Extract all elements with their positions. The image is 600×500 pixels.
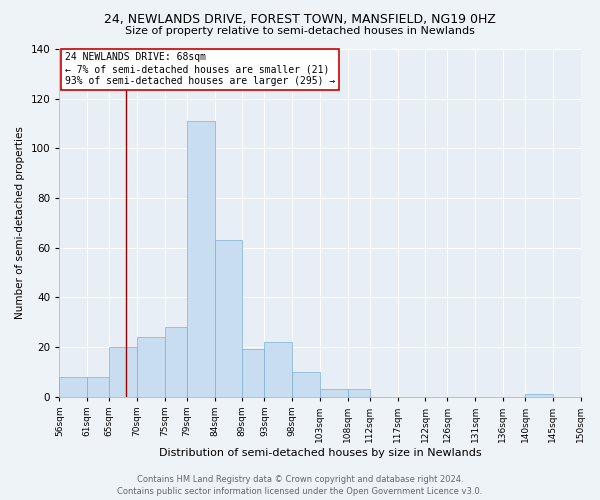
Bar bbox=[525, 394, 553, 396]
Bar bbox=[109, 347, 137, 397]
Bar bbox=[137, 337, 164, 396]
Bar bbox=[87, 376, 109, 396]
Bar bbox=[164, 327, 187, 396]
Bar bbox=[292, 372, 320, 396]
Bar bbox=[187, 121, 215, 396]
Text: 24, NEWLANDS DRIVE, FOREST TOWN, MANSFIELD, NG19 0HZ: 24, NEWLANDS DRIVE, FOREST TOWN, MANSFIE… bbox=[104, 12, 496, 26]
Bar bbox=[347, 389, 370, 396]
X-axis label: Distribution of semi-detached houses by size in Newlands: Distribution of semi-detached houses by … bbox=[158, 448, 481, 458]
Text: Size of property relative to semi-detached houses in Newlands: Size of property relative to semi-detach… bbox=[125, 26, 475, 36]
Bar bbox=[265, 342, 292, 396]
Text: 24 NEWLANDS DRIVE: 68sqm
← 7% of semi-detached houses are smaller (21)
93% of se: 24 NEWLANDS DRIVE: 68sqm ← 7% of semi-de… bbox=[65, 52, 335, 86]
Bar bbox=[59, 376, 87, 396]
Bar bbox=[242, 350, 265, 397]
Y-axis label: Number of semi-detached properties: Number of semi-detached properties bbox=[15, 126, 25, 319]
Bar bbox=[320, 389, 347, 396]
Bar bbox=[215, 240, 242, 396]
Text: Contains HM Land Registry data © Crown copyright and database right 2024.
Contai: Contains HM Land Registry data © Crown c… bbox=[118, 474, 482, 496]
